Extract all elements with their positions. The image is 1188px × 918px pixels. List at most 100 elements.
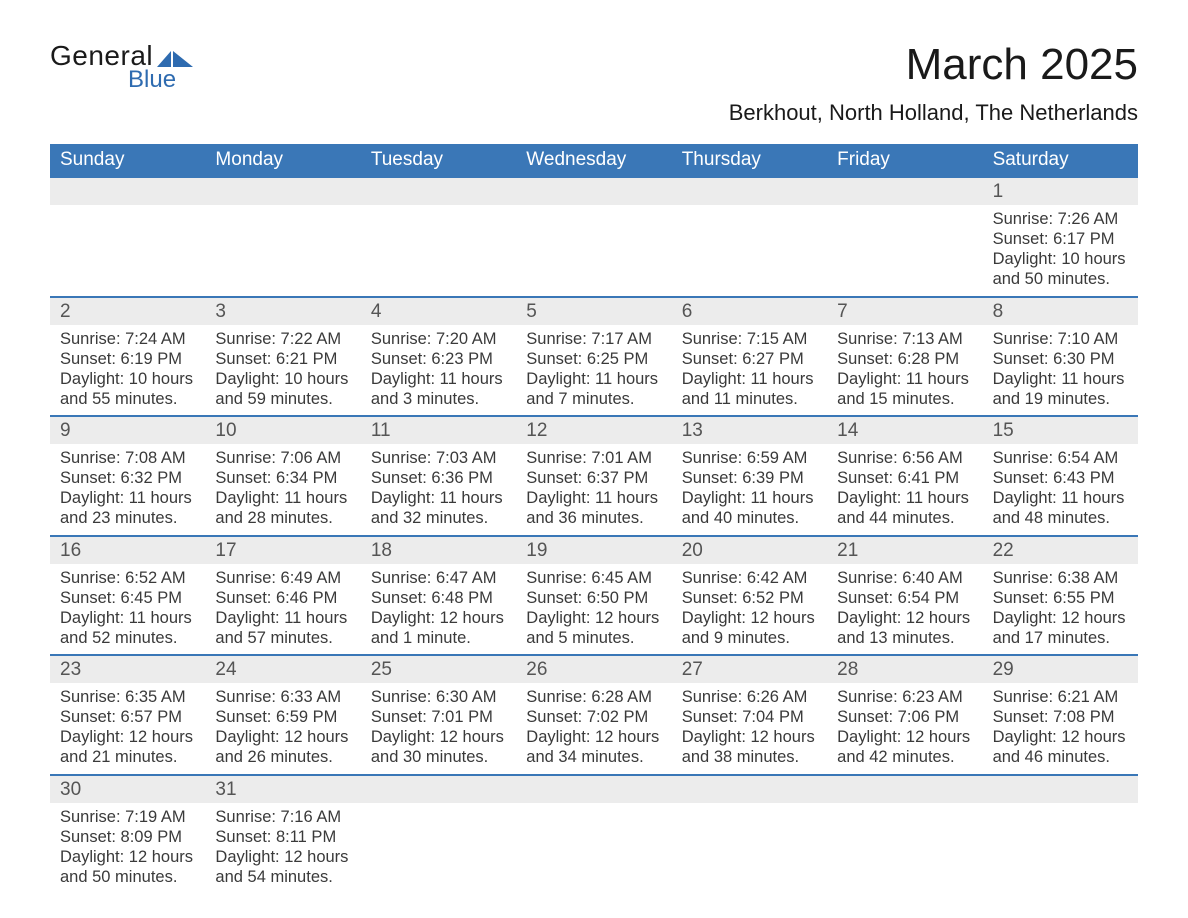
day-cell: Sunrise: 7:13 AMSunset: 6:28 PMDaylight:…: [827, 325, 982, 416]
day-cell: Sunrise: 6:38 AMSunset: 6:55 PMDaylight:…: [983, 564, 1138, 655]
daylight-text: Daylight: 11 hours and 28 minutes.: [215, 488, 350, 528]
sunrise-text: Sunrise: 6:33 AM: [215, 687, 350, 707]
day-number: 15: [983, 417, 1138, 444]
day-cell: Sunrise: 6:59 AMSunset: 6:39 PMDaylight:…: [672, 444, 827, 535]
day-cell: [827, 803, 982, 894]
sunset-text: Sunset: 7:01 PM: [371, 707, 506, 727]
day-number: 2: [50, 298, 205, 325]
month-title: March 2025: [729, 40, 1138, 90]
sunrise-text: Sunrise: 6:49 AM: [215, 568, 350, 588]
day-cell: Sunrise: 7:06 AMSunset: 6:34 PMDaylight:…: [205, 444, 360, 535]
weekday-header: Monday: [205, 144, 360, 176]
daylight-text: Daylight: 11 hours and 36 minutes.: [526, 488, 661, 528]
day-cell: Sunrise: 6:26 AMSunset: 7:04 PMDaylight:…: [672, 683, 827, 774]
day-number: [361, 776, 516, 803]
day-cell: [516, 803, 671, 894]
day-number: [827, 776, 982, 803]
day-number: 20: [672, 537, 827, 564]
logo-blue-text: Blue: [128, 66, 193, 94]
daybody-row: Sunrise: 6:35 AMSunset: 6:57 PMDaylight:…: [50, 683, 1138, 774]
sunset-text: Sunset: 6:34 PM: [215, 468, 350, 488]
day-cell: [516, 205, 671, 296]
day-number: [983, 776, 1138, 803]
sunrise-text: Sunrise: 6:23 AM: [837, 687, 972, 707]
day-number: [827, 178, 982, 205]
sunset-text: Sunset: 6:17 PM: [993, 229, 1128, 249]
sunset-text: Sunset: 6:36 PM: [371, 468, 506, 488]
sunrise-text: Sunrise: 6:40 AM: [837, 568, 972, 588]
day-cell: Sunrise: 7:24 AMSunset: 6:19 PMDaylight:…: [50, 325, 205, 416]
day-number: 8: [983, 298, 1138, 325]
day-cell: [827, 205, 982, 296]
sunset-text: Sunset: 8:09 PM: [60, 827, 195, 847]
sunrise-text: Sunrise: 7:06 AM: [215, 448, 350, 468]
sunrise-text: Sunrise: 7:08 AM: [60, 448, 195, 468]
sunrise-text: Sunrise: 6:26 AM: [682, 687, 817, 707]
sunrise-text: Sunrise: 7:10 AM: [993, 329, 1128, 349]
day-cell: Sunrise: 6:35 AMSunset: 6:57 PMDaylight:…: [50, 683, 205, 774]
weeks-container: 1Sunrise: 7:26 AMSunset: 6:17 PMDaylight…: [50, 176, 1138, 893]
daylight-text: Daylight: 12 hours and 21 minutes.: [60, 727, 195, 767]
sunset-text: Sunset: 6:30 PM: [993, 349, 1128, 369]
daylight-text: Daylight: 10 hours and 59 minutes.: [215, 369, 350, 409]
day-cell: Sunrise: 7:19 AMSunset: 8:09 PMDaylight:…: [50, 803, 205, 894]
daybody-row: Sunrise: 7:24 AMSunset: 6:19 PMDaylight:…: [50, 325, 1138, 416]
sunrise-text: Sunrise: 7:15 AM: [682, 329, 817, 349]
day-cell: Sunrise: 6:23 AMSunset: 7:06 PMDaylight:…: [827, 683, 982, 774]
sunset-text: Sunset: 6:55 PM: [993, 588, 1128, 608]
sunset-text: Sunset: 6:54 PM: [837, 588, 972, 608]
sunrise-text: Sunrise: 7:01 AM: [526, 448, 661, 468]
sunrise-text: Sunrise: 7:22 AM: [215, 329, 350, 349]
sunrise-text: Sunrise: 6:21 AM: [993, 687, 1128, 707]
sunset-text: Sunset: 7:08 PM: [993, 707, 1128, 727]
day-number: 14: [827, 417, 982, 444]
daylight-text: Daylight: 12 hours and 50 minutes.: [60, 847, 195, 887]
day-cell: Sunrise: 6:21 AMSunset: 7:08 PMDaylight:…: [983, 683, 1138, 774]
sunrise-text: Sunrise: 6:30 AM: [371, 687, 506, 707]
sunset-text: Sunset: 8:11 PM: [215, 827, 350, 847]
day-number: 23: [50, 656, 205, 683]
sunrise-text: Sunrise: 7:20 AM: [371, 329, 506, 349]
daybody-row: Sunrise: 7:08 AMSunset: 6:32 PMDaylight:…: [50, 444, 1138, 535]
day-number: 19: [516, 537, 671, 564]
daybody-row: Sunrise: 6:52 AMSunset: 6:45 PMDaylight:…: [50, 564, 1138, 655]
daylight-text: Daylight: 10 hours and 50 minutes.: [993, 249, 1128, 289]
daylight-text: Daylight: 12 hours and 30 minutes.: [371, 727, 506, 767]
sunset-text: Sunset: 6:23 PM: [371, 349, 506, 369]
day-cell: [672, 205, 827, 296]
day-number: 27: [672, 656, 827, 683]
sunrise-text: Sunrise: 7:16 AM: [215, 807, 350, 827]
day-cell: Sunrise: 7:26 AMSunset: 6:17 PMDaylight:…: [983, 205, 1138, 296]
day-number: 17: [205, 537, 360, 564]
header: General Blue March 2025 Berkhout, North …: [50, 40, 1138, 126]
sunset-text: Sunset: 6:45 PM: [60, 588, 195, 608]
day-cell: [983, 803, 1138, 894]
day-cell: Sunrise: 7:01 AMSunset: 6:37 PMDaylight:…: [516, 444, 671, 535]
daylight-text: Daylight: 11 hours and 11 minutes.: [682, 369, 817, 409]
daylight-text: Daylight: 11 hours and 52 minutes.: [60, 608, 195, 648]
day-cell: Sunrise: 7:10 AMSunset: 6:30 PMDaylight:…: [983, 325, 1138, 416]
day-cell: [50, 205, 205, 296]
daynum-row: 16171819202122: [50, 535, 1138, 564]
daylight-text: Daylight: 11 hours and 57 minutes.: [215, 608, 350, 648]
sunset-text: Sunset: 6:41 PM: [837, 468, 972, 488]
sunset-text: Sunset: 6:25 PM: [526, 349, 661, 369]
logo: General Blue: [50, 40, 193, 94]
weekday-header: Saturday: [983, 144, 1138, 176]
sunset-text: Sunset: 7:02 PM: [526, 707, 661, 727]
daynum-row: 3031: [50, 774, 1138, 803]
day-cell: [205, 205, 360, 296]
sunset-text: Sunset: 6:48 PM: [371, 588, 506, 608]
day-cell: Sunrise: 6:28 AMSunset: 7:02 PMDaylight:…: [516, 683, 671, 774]
day-cell: Sunrise: 6:52 AMSunset: 6:45 PMDaylight:…: [50, 564, 205, 655]
day-number: 10: [205, 417, 360, 444]
day-number: 29: [983, 656, 1138, 683]
daylight-text: Daylight: 12 hours and 26 minutes.: [215, 727, 350, 767]
day-number: [672, 776, 827, 803]
sunset-text: Sunset: 6:28 PM: [837, 349, 972, 369]
sunset-text: Sunset: 6:21 PM: [215, 349, 350, 369]
location-subtitle: Berkhout, North Holland, The Netherlands: [729, 100, 1138, 126]
sunset-text: Sunset: 6:50 PM: [526, 588, 661, 608]
sunset-text: Sunset: 6:43 PM: [993, 468, 1128, 488]
day-number: 26: [516, 656, 671, 683]
